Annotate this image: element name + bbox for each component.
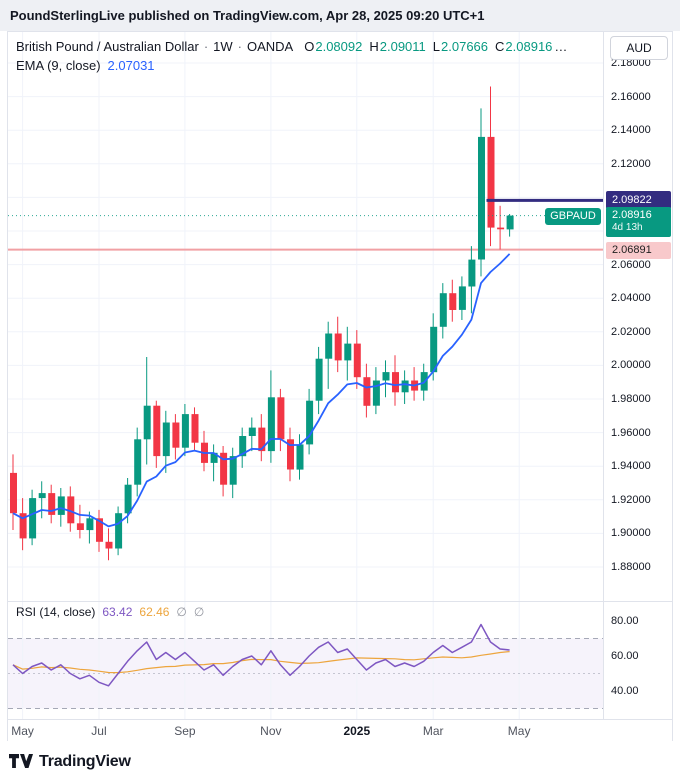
time-tick-label: Jul [91,724,107,738]
price-tick-label: 2.12000 [611,157,651,170]
support-price-value: 2.06891 [612,243,652,256]
footer: TradingView [0,741,680,782]
support-price-label: 2.06891 [606,241,671,259]
hidden-plot-icon[interactable]: ∅ [193,605,205,619]
rsi-line [12,623,510,687]
time-tick-label: May [11,724,34,738]
rsi-chart-canvas[interactable] [8,602,603,719]
ohlc-values: O 2.08092 H 2.09011 L 2.07666 C 2.08916 … [297,39,567,54]
rsi-legend[interactable]: RSI (14, close) 63.42 62.46 ∅ ∅ [16,605,204,619]
chart-widget: British Pound / Australian Dollar · 1W ·… [7,31,673,742]
bar-countdown: 4d 13h [612,221,643,233]
close-label: C [495,39,505,54]
time-axis[interactable]: May Jul Sep Nov 2025 Mar May [8,719,672,742]
price-tick-label: 2.06000 [611,258,651,271]
open-value: 2.08092 [315,39,363,54]
time-tick-label: May [507,724,531,738]
rsi-tick-label: 80.00 [611,615,639,627]
price-tick-label: 1.94000 [611,460,651,473]
low-value: 2.07666 [441,39,489,54]
tradingview-logo-icon [9,754,33,768]
ema-label: EMA (9, close) [16,58,101,73]
price-tick-label: 1.96000 [611,426,651,439]
currency-label: AUD [626,41,652,55]
high-value: 2.09011 [379,39,426,54]
ema-legend-row: EMA (9, close) 2.07031 [16,56,567,75]
price-tick-label: 2.02000 [611,325,651,338]
price-axis[interactable]: AUD 2.09822 2.08916 4d 13h 2.06891 2.180… [603,32,673,741]
price-tick-label: 1.98000 [611,393,651,405]
ray-price-value: 2.09822 [612,194,652,207]
chart-legend[interactable]: British Pound / Australian Dollar · 1W ·… [16,37,567,75]
time-tick-label: Sep [174,724,196,738]
price-tick-label: 1.92000 [611,493,651,506]
separator-dot: · [203,39,209,54]
separator-dot: · [237,39,242,54]
exchange-label: OANDA [247,39,294,54]
ema-line [12,253,511,528]
time-tick-label: Mar [422,724,444,738]
rsi-tick-label: 40.00 [611,685,639,697]
rsi-tick-label: 60.00 [611,650,639,662]
symbol-legend-row: British Pound / Australian Dollar · 1W ·… [16,37,567,56]
current-price-label: 2.08916 4d 13h [606,206,671,237]
attribution-banner: PoundSterlingLive published on TradingVi… [0,0,680,31]
time-tick-label: 2025 [343,724,371,738]
symbol-title: British Pound / Australian Dollar [16,39,199,54]
rsi-value: 63.42 [102,605,133,619]
price-tick-label: 2.00000 [611,359,651,372]
high-label: H [369,39,379,54]
ema-value: 2.07031 [107,58,155,73]
truncation-ellipsis: … [554,39,568,54]
symbol-price-badge: GBPAUD [545,207,601,225]
currency-toggle-button[interactable]: AUD [610,36,668,60]
banner-text: PoundSterlingLive published on TradingVi… [10,8,485,23]
close-value: 2.08916 [505,39,553,54]
tradingview-wordmark: TradingView [39,752,131,770]
interval-label: 1W [213,39,233,54]
price-tick-label: 1.88000 [611,561,651,573]
tradingview-link[interactable]: TradingView [9,753,131,771]
candles [10,86,514,561]
low-label: L [432,39,441,54]
ray-price-label: 2.09822 [606,191,671,210]
price-tick-label: 2.14000 [611,124,651,137]
price-tick-label: 1.90000 [611,527,651,540]
current-price-value: 2.08916 [612,208,652,221]
price-tick-label: 2.04000 [611,292,651,305]
rsi-ma-value: 62.46 [139,605,170,619]
time-tick-label: Nov [260,724,282,738]
hidden-plot-icon[interactable]: ∅ [176,605,187,619]
price-tick-label: 2.16000 [611,90,651,103]
price-chart-canvas[interactable] [8,32,603,601]
rsi-label: RSI (14, close) [16,605,96,619]
pane-separator[interactable] [8,601,672,602]
price-tick-label: 2.18000 [611,57,651,69]
open-label: O [304,39,315,54]
